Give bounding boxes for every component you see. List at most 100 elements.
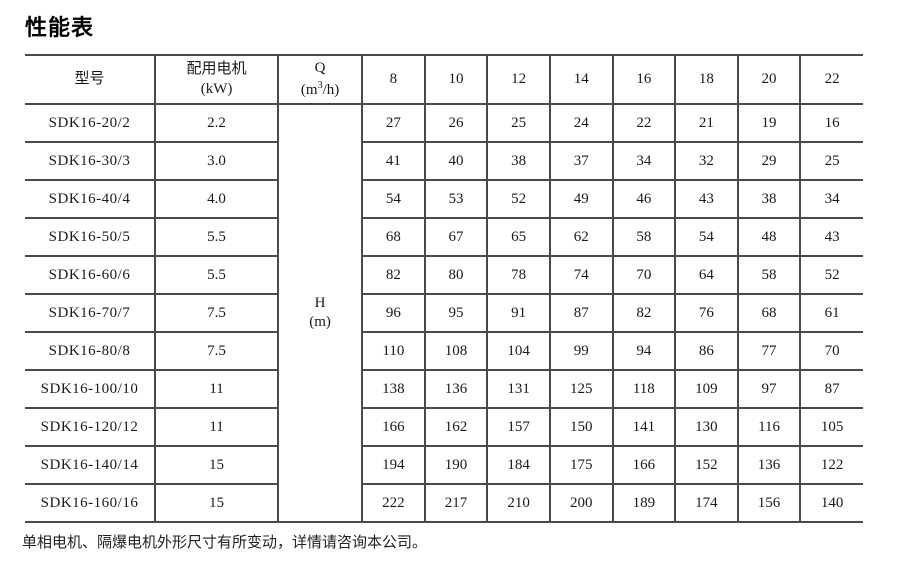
head-value-cell: 210 — [486, 483, 551, 523]
head-value-cell: 38 — [736, 179, 802, 219]
head-value-cell: 157 — [486, 407, 551, 447]
column-header-flow-value: 10 — [423, 54, 489, 105]
head-value-cell: 24 — [548, 103, 614, 143]
model-cell: SDK16-50/5 — [25, 217, 157, 257]
head-value-cell: 140 — [799, 483, 863, 523]
motor-kw-cell: 7.5 — [154, 331, 280, 371]
head-value-cell: 94 — [611, 331, 677, 371]
head-label-line2: (m) — [309, 314, 331, 330]
head-value-cell: 62 — [548, 217, 614, 257]
head-value-cell: 29 — [736, 141, 802, 181]
model-cell: SDK16-80/8 — [25, 331, 157, 371]
table-row: SDK16-160/16 15 222 217 210 200 189 174 156 140 — [25, 483, 863, 523]
model-cell: SDK16-20/2 — [25, 103, 157, 143]
head-value-cell: 76 — [674, 293, 739, 333]
table-row: SDK16-60/6 5.5 82 80 78 74 70 64 58 52 — [25, 255, 863, 295]
head-value-cell: 68 — [361, 217, 426, 257]
head-value-cell: 77 — [736, 331, 802, 371]
head-value-cell: 125 — [548, 369, 614, 409]
model-cell: SDK16-60/6 — [25, 255, 157, 295]
head-value-cell: 43 — [674, 179, 739, 219]
head-value-cell: 152 — [674, 445, 739, 485]
head-value-cell: 174 — [674, 483, 739, 523]
head-value-cell: 68 — [736, 293, 802, 333]
head-unit-merged-cell: H (m) — [277, 103, 364, 523]
head-value-cell: 16 — [799, 103, 863, 143]
head-value-cell: 162 — [423, 407, 489, 447]
head-value-cell: 52 — [799, 255, 863, 295]
column-header-flow-value: 20 — [736, 54, 802, 105]
column-header-flow-value: 18 — [674, 54, 739, 105]
head-value-cell: 116 — [736, 407, 802, 447]
motor-kw-cell: 2.2 — [154, 103, 280, 143]
head-value-cell: 95 — [423, 293, 489, 333]
head-value-cell: 150 — [548, 407, 614, 447]
head-value-cell: 34 — [799, 179, 863, 219]
motor-kw-cell: 5.5 — [154, 255, 280, 295]
head-value-cell: 70 — [611, 255, 677, 295]
head-value-cell: 78 — [486, 255, 551, 295]
head-value-cell: 136 — [736, 445, 802, 485]
table-row: SDK16-20/2 2.2 H (m) 27 26 25 24 22 21 19 16 — [25, 103, 863, 523]
table-row: SDK16-80/8 7.5 110 108 104 99 94 86 77 70 — [25, 331, 863, 371]
table-row: SDK16-40/4 4.0 54 53 52 49 46 43 38 34 — [25, 179, 863, 219]
head-value-cell: 25 — [486, 103, 551, 143]
head-label-line1: H — [314, 294, 326, 311]
column-header-flow-value: 14 — [548, 54, 614, 105]
head-value-cell: 65 — [486, 217, 551, 257]
head-value-cell: 190 — [423, 445, 489, 485]
head-value-cell: 131 — [486, 369, 551, 409]
model-cell: SDK16-160/16 — [25, 483, 157, 523]
table-row: SDK16-120/12 11 166 162 157 150 141 130 116 105 — [25, 407, 863, 447]
footer-note: 单相电机、隔爆电机外形尺寸有所变动，详情请咨询本公司。 — [22, 534, 428, 551]
head-value-cell: 110 — [361, 331, 426, 371]
table-row: SDK16-50/5 5.5 68 67 65 62 58 54 48 43 — [25, 217, 863, 257]
head-value-cell: 61 — [799, 293, 863, 333]
head-value-cell: 200 — [548, 483, 614, 523]
head-value-cell: 87 — [548, 293, 614, 333]
head-value-cell: 166 — [361, 407, 426, 447]
head-value-cell: 87 — [799, 369, 863, 409]
head-value-cell: 40 — [423, 141, 489, 181]
head-value-cell: 175 — [548, 445, 614, 485]
head-value-cell: 25 — [799, 141, 863, 181]
head-value-cell: 141 — [611, 407, 677, 447]
head-value-cell: 48 — [736, 217, 802, 257]
head-value-cell: 122 — [799, 445, 863, 485]
motor-kw-cell: 3.0 — [154, 141, 280, 181]
head-value-cell: 109 — [674, 369, 739, 409]
head-value-cell: 222 — [361, 483, 426, 523]
performance-table: 型号 配用电机 (kW) Q (m3/h) 8 10 12 14 16 18 20 22 SD… — [25, 54, 863, 523]
head-value-cell: 54 — [674, 217, 739, 257]
model-cell: SDK16-140/14 — [25, 445, 157, 485]
table-row: SDK16-100/10 11 138 136 131 125 118 109 97 87 — [25, 369, 863, 409]
head-value-cell: 105 — [799, 407, 863, 447]
head-value-cell: 52 — [486, 179, 551, 219]
head-value-cell: 74 — [548, 255, 614, 295]
head-value-cell: 118 — [611, 369, 677, 409]
motor-kw-cell: 11 — [154, 369, 280, 409]
column-header-motor-line2: (kW) — [200, 80, 233, 97]
head-value-cell: 43 — [799, 217, 863, 257]
head-value-cell: 38 — [486, 141, 551, 181]
motor-kw-cell: 4.0 — [154, 179, 280, 219]
column-header-flow-value: 12 — [486, 54, 551, 105]
head-value-cell: 67 — [423, 217, 489, 257]
motor-kw-cell: 5.5 — [154, 217, 280, 257]
head-value-cell: 80 — [423, 255, 489, 295]
head-value-cell: 194 — [361, 445, 426, 485]
motor-kw-cell: 15 — [154, 445, 280, 485]
motor-kw-cell: 11 — [154, 407, 280, 447]
head-value-cell: 91 — [486, 293, 551, 333]
column-header-flow-value: 22 — [799, 54, 863, 105]
motor-kw-cell: 7.5 — [154, 293, 280, 333]
head-value-cell: 54 — [361, 179, 426, 219]
flow-unit: (m3/h) — [300, 79, 340, 98]
head-value-cell: 96 — [361, 293, 426, 333]
head-value-cell: 32 — [674, 141, 739, 181]
motor-kw-cell: 15 — [154, 483, 280, 523]
head-value-cell: 58 — [736, 255, 802, 295]
flow-symbol: Q — [314, 60, 326, 76]
head-value-cell: 22 — [611, 103, 677, 143]
head-value-cell: 97 — [736, 369, 802, 409]
